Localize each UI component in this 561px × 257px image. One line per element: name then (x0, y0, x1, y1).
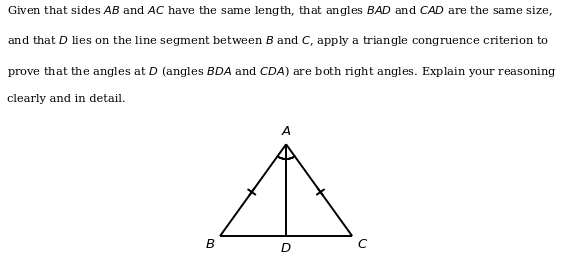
Text: prove that the angles at $\mathit{D}$ (angles $\mathit{BDA}$ and $\mathit{CDA}$): prove that the angles at $\mathit{D}$ (a… (7, 64, 557, 79)
Text: and that $\mathit{D}$ lies on the line segment between $\mathit{B}$ and $\mathit: and that $\mathit{D}$ lies on the line s… (7, 34, 549, 48)
Text: $D$: $D$ (280, 243, 292, 255)
Text: $B$: $B$ (205, 238, 215, 251)
Text: $C$: $C$ (357, 238, 368, 251)
Text: $A$: $A$ (280, 125, 292, 138)
Text: Given that sides $\mathit{AB}$ and $\mathit{AC}$ have the same length, that angl: Given that sides $\mathit{AB}$ and $\mat… (7, 4, 552, 17)
Text: clearly and in detail.: clearly and in detail. (7, 94, 125, 104)
